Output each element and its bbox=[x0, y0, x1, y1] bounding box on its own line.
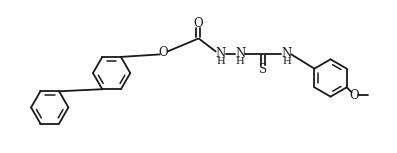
Text: O: O bbox=[159, 46, 168, 59]
Text: N: N bbox=[216, 47, 226, 60]
Text: O: O bbox=[350, 89, 359, 102]
Text: H: H bbox=[236, 57, 245, 66]
Text: N: N bbox=[235, 47, 245, 60]
Text: H: H bbox=[216, 57, 225, 66]
Text: N: N bbox=[281, 47, 291, 60]
Text: S: S bbox=[259, 63, 267, 76]
Text: H: H bbox=[282, 57, 291, 66]
Text: O: O bbox=[193, 17, 203, 30]
